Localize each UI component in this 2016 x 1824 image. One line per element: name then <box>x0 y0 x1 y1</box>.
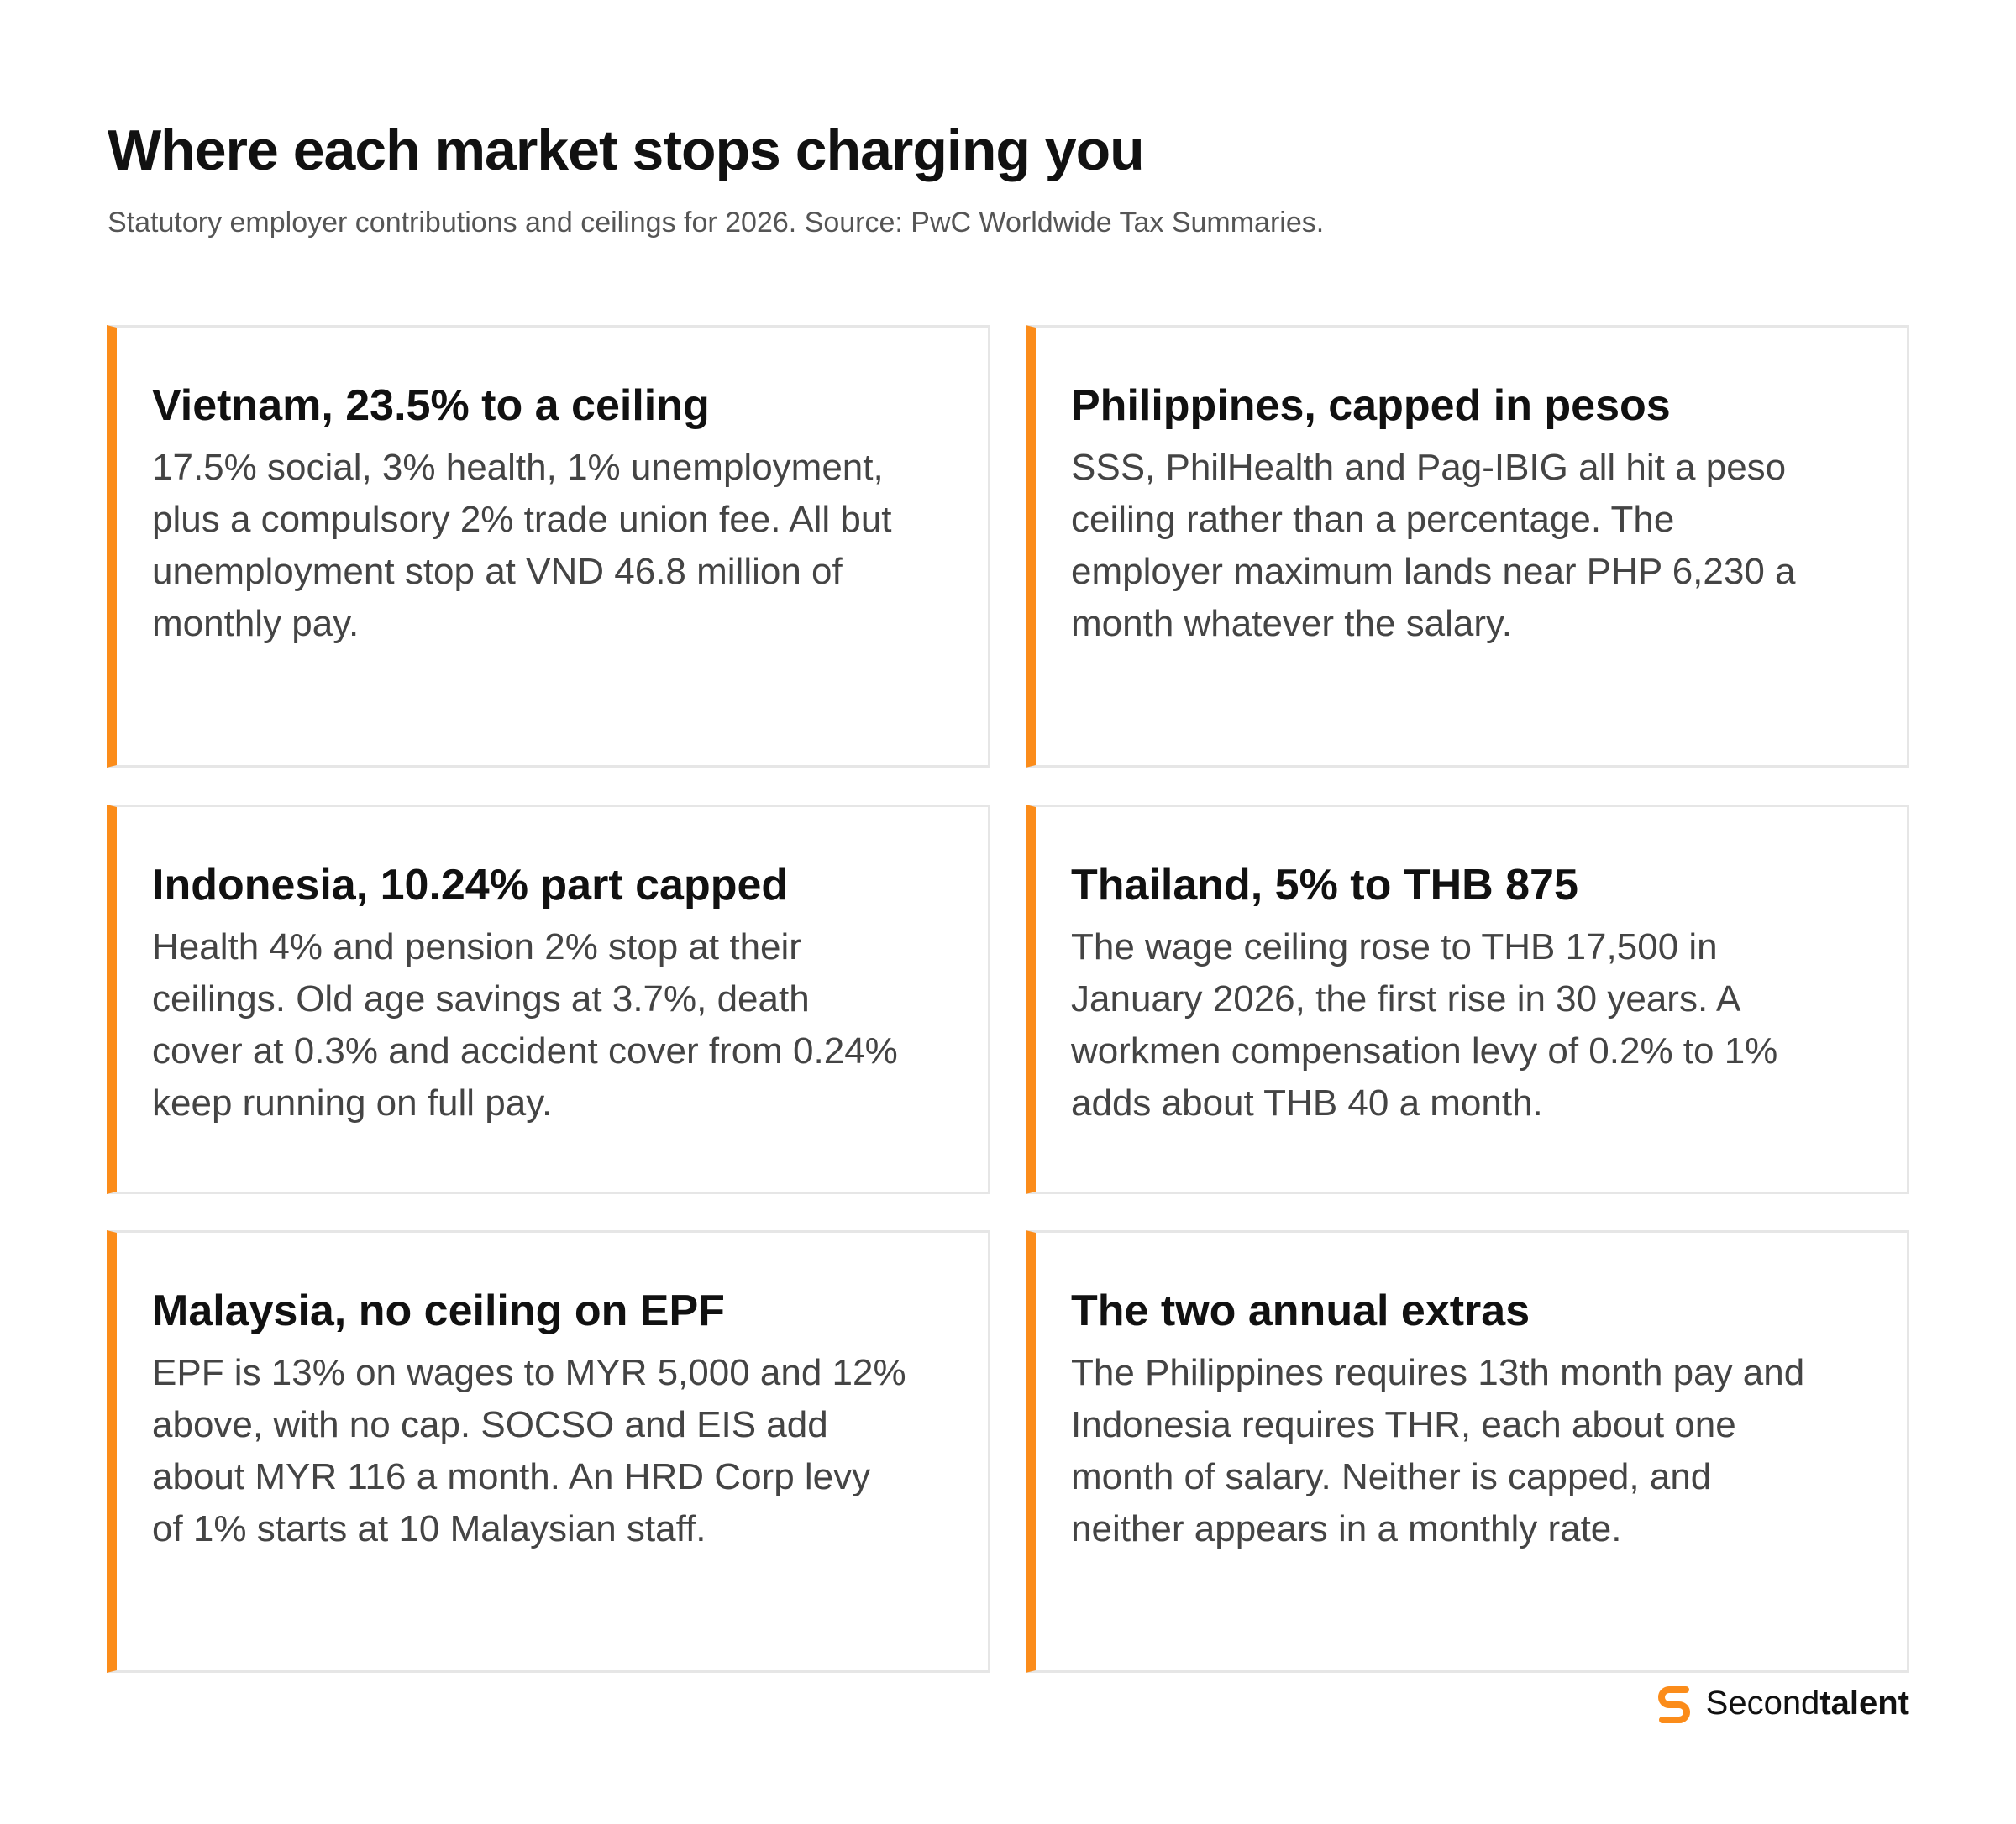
brand-name: Secondtalent <box>1706 1685 1909 1722</box>
card: Thailand, 5% to THB 875 The wage ceiling… <box>1026 805 1909 1194</box>
card-body: The Philippines requires 13th month pay … <box>1071 1352 1805 1550</box>
logo-icon <box>1657 1686 1690 1723</box>
card: Malaysia, no ceiling on EPF EPF is 13% o… <box>107 1230 990 1673</box>
card-title: Philippines, capped in pesos <box>1071 381 1671 430</box>
card-body: EPF is 13% on wages to MYR 5,000 and 12%… <box>152 1352 906 1550</box>
card: Vietnam, 23.5% to a ceiling 17.5% social… <box>107 325 990 768</box>
card-body: Health 4% and pension 2% stop at their c… <box>152 926 898 1124</box>
card-title: The two annual extras <box>1071 1287 1530 1335</box>
brand-second: talent <box>1819 1684 1909 1722</box>
page-subtitle: Statutory employer contributions and cei… <box>108 207 1325 238</box>
card-title: Indonesia, 10.24% part capped <box>152 861 789 909</box>
card-title: Thailand, 5% to THB 875 <box>1071 861 1578 909</box>
card-body: The wage ceiling rose to THB 17,500 in J… <box>1071 926 1778 1124</box>
brand-logo: Secondtalent <box>1652 1681 1909 1725</box>
card-title: Malaysia, no ceiling on EPF <box>152 1287 725 1335</box>
card: The two annual extras The Philippines re… <box>1026 1230 1909 1673</box>
page-title: Where each market stops charging you <box>108 118 1145 182</box>
card-title: Vietnam, 23.5% to a ceiling <box>152 381 710 430</box>
card-body: 17.5% social, 3% health, 1% unemployment… <box>152 447 892 645</box>
brand-first: Second <box>1705 1684 1820 1722</box>
card: Philippines, capped in pesos SSS, PhilHe… <box>1026 325 1909 768</box>
card-body: SSS, PhilHealth and Pag-IBIG all hit a p… <box>1071 447 1796 645</box>
card: Indonesia, 10.24% part capped Health 4% … <box>107 805 990 1194</box>
